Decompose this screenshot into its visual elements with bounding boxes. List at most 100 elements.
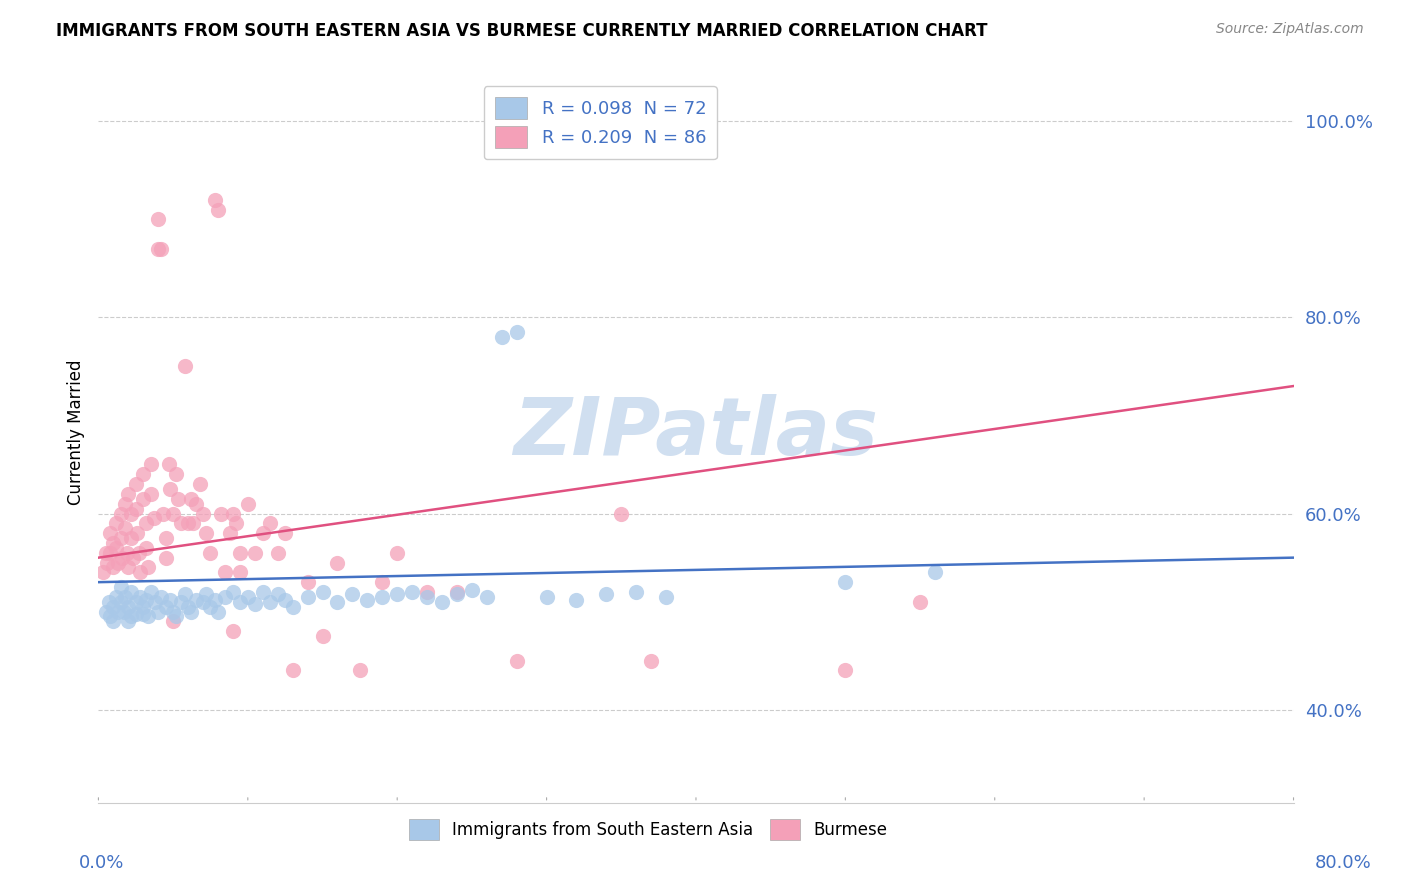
- Point: [342, 587, 364, 601]
- Point: [98, 609, 122, 624]
- Point: [311, 585, 333, 599]
- Point: [121, 550, 143, 565]
- Point: [117, 599, 139, 614]
- Point: [245, 597, 267, 611]
- Point: [105, 516, 128, 531]
- Point: [184, 497, 207, 511]
- Point: [204, 592, 226, 607]
- Point: [162, 605, 184, 619]
- Point: [132, 607, 155, 621]
- Point: [135, 541, 157, 555]
- Point: [385, 587, 409, 601]
- Text: IMMIGRANTS FROM SOUTH EASTERN ASIA VS BURMESE CURRENTLY MARRIED CORRELATION CHAR: IMMIGRANTS FROM SOUTH EASTERN ASIA VS BU…: [56, 22, 988, 40]
- Legend: Immigrants from South Eastern Asia, Burmese: Immigrants from South Eastern Asia, Burm…: [402, 813, 894, 847]
- Point: [120, 507, 142, 521]
- Point: [209, 507, 232, 521]
- Point: [107, 556, 129, 570]
- Point: [401, 585, 423, 599]
- Point: [222, 624, 245, 639]
- Point: [120, 531, 142, 545]
- Point: [110, 531, 132, 545]
- Point: [155, 531, 177, 545]
- Point: [135, 516, 157, 531]
- Point: [214, 590, 236, 604]
- Point: [191, 507, 214, 521]
- Point: [105, 541, 128, 555]
- Point: [207, 202, 229, 217]
- Point: [148, 605, 170, 619]
- Point: [174, 587, 197, 601]
- Point: [152, 507, 174, 521]
- Point: [136, 609, 159, 624]
- Point: [114, 497, 136, 511]
- Point: [162, 507, 184, 521]
- Point: [148, 212, 170, 227]
- Point: [120, 609, 142, 624]
- Point: [98, 546, 122, 560]
- Point: [229, 566, 252, 580]
- Point: [252, 585, 274, 599]
- Point: [155, 550, 177, 565]
- Point: [416, 590, 439, 604]
- Point: [180, 491, 202, 506]
- Point: [506, 654, 529, 668]
- Point: [127, 526, 149, 541]
- Point: [132, 599, 155, 614]
- Point: [165, 467, 187, 482]
- Point: [169, 516, 191, 531]
- Point: [229, 546, 252, 560]
- Point: [834, 575, 856, 590]
- Point: [259, 516, 281, 531]
- Point: [98, 526, 122, 541]
- Text: 80.0%: 80.0%: [1315, 855, 1371, 872]
- Point: [274, 526, 297, 541]
- Point: [110, 595, 132, 609]
- Point: [148, 242, 170, 256]
- Point: [103, 599, 125, 614]
- Point: [924, 566, 946, 580]
- Point: [150, 242, 173, 256]
- Point: [214, 566, 236, 580]
- Point: [150, 590, 173, 604]
- Point: [610, 507, 633, 521]
- Point: [267, 587, 290, 601]
- Point: [297, 590, 319, 604]
- Point: [180, 605, 202, 619]
- Point: [110, 507, 132, 521]
- Point: [120, 585, 142, 599]
- Point: [117, 615, 139, 629]
- Point: [200, 599, 222, 614]
- Point: [281, 664, 304, 678]
- Point: [297, 575, 319, 590]
- Point: [371, 590, 394, 604]
- Point: [125, 501, 148, 516]
- Point: [834, 664, 856, 678]
- Point: [94, 605, 117, 619]
- Point: [274, 592, 297, 607]
- Point: [162, 615, 184, 629]
- Point: [536, 590, 558, 604]
- Point: [96, 556, 118, 570]
- Point: [219, 526, 242, 541]
- Point: [159, 482, 181, 496]
- Point: [107, 605, 129, 619]
- Point: [110, 580, 132, 594]
- Point: [236, 497, 259, 511]
- Point: [207, 605, 229, 619]
- Point: [565, 592, 588, 607]
- Point: [191, 595, 214, 609]
- Point: [103, 560, 125, 574]
- Point: [655, 590, 678, 604]
- Point: [475, 590, 498, 604]
- Point: [112, 605, 135, 619]
- Point: [188, 477, 211, 491]
- Point: [125, 477, 148, 491]
- Point: [159, 592, 181, 607]
- Point: [117, 487, 139, 501]
- Point: [94, 546, 117, 560]
- Point: [174, 359, 197, 374]
- Point: [461, 582, 484, 597]
- Point: [204, 193, 226, 207]
- Point: [139, 585, 162, 599]
- Point: [155, 599, 177, 614]
